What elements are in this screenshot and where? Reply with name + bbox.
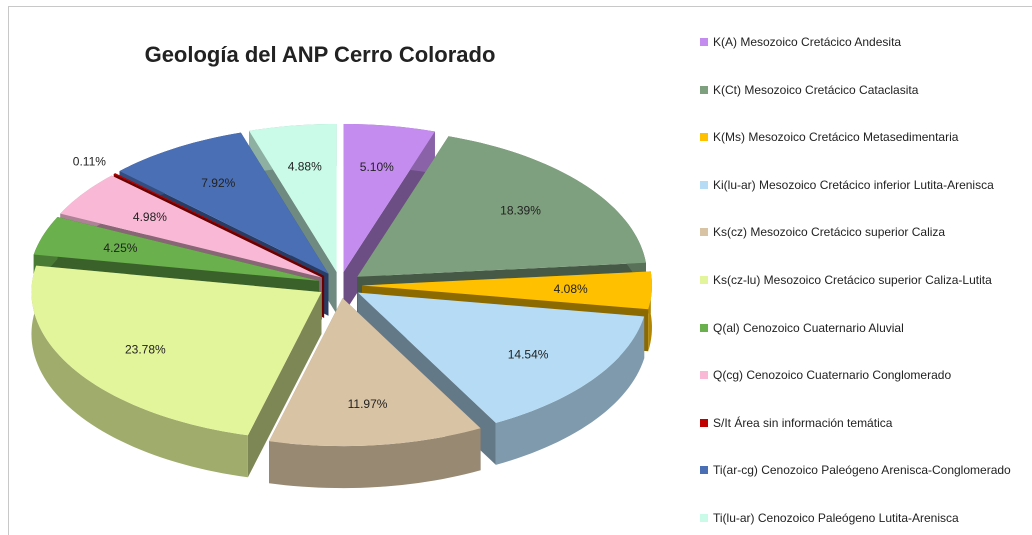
slice (31, 265, 322, 436)
chart-frame (8, 6, 1032, 535)
legend-swatch (700, 85, 708, 94)
legend: K(A) Mesozoico Cretácico Andesita K(Ct) M… (700, 34, 1030, 526)
data-label: 14.54% (508, 347, 549, 361)
data-label: 7.92% (201, 176, 235, 190)
data-label: 4.98% (133, 210, 167, 224)
legend-swatch (700, 323, 708, 332)
legend-label: Ks(cz-lu) Mesozoico Cretácico superior C… (713, 272, 992, 287)
slice-tops (31, 123, 652, 447)
legend-item: Ti(ar-cg) Cenozoico Paleógeno Arenisca-C… (700, 462, 1023, 478)
slice (60, 175, 322, 278)
legend-swatch (700, 513, 708, 522)
legend-swatch (700, 371, 708, 380)
slice (249, 123, 337, 272)
slice (113, 173, 325, 276)
data-label: 23.78% (125, 342, 166, 356)
legend-label: Q(cg) Cenozoico Cuaternario Conglomerado (713, 368, 952, 383)
legend-item: Ks(cz-lu) Mesozoico Cretácico superior C… (700, 272, 1023, 288)
chart-title: Geología del ANP Cerro Colorado (145, 42, 496, 67)
slice (119, 132, 329, 274)
legend-label: S/It Área sin información temática (713, 415, 893, 430)
data-label: 4.88% (288, 160, 322, 174)
slice (33, 216, 320, 281)
legend-label: Ti(lu-ar) Cenozoico Paleógeno Lutita-Are… (713, 510, 959, 525)
slice-wall (31, 265, 248, 478)
legend-swatch (700, 38, 708, 46)
slice-wall (269, 428, 481, 489)
legend-swatch (700, 275, 708, 284)
legend-swatch (700, 466, 708, 475)
legend-item: K(A) Mesozoico Cretácico Andesita (700, 34, 1023, 50)
slice (343, 123, 435, 272)
legend-item: K(Ct) Mesozoico Cretácico Cataclasita (700, 82, 1023, 98)
legend-item: K(Ms) Mesozoico Cretácico Metasedimentar… (700, 129, 1023, 145)
legend-label: Q(al) Cenozoico Cuaternario Aluvial (713, 320, 904, 335)
slice (269, 298, 481, 447)
legend-label: Ti(ar-cg) Cenozoico Paleógeno Arenisca-C… (713, 463, 1011, 478)
data-label: 4.08% (554, 282, 588, 296)
legend-item: Q(al) Cenozoico Cuaternario Aluvial (700, 320, 1023, 336)
legend-label: K(Ms) Mesozoico Cretácico Metasedimentar… (713, 130, 959, 145)
legend-swatch (700, 133, 708, 142)
legend-label: K(Ct) Mesozoico Cretácico Cataclasita (713, 82, 919, 97)
data-label: 4.25% (103, 241, 137, 255)
slice-wall (495, 316, 645, 465)
legend-swatch (700, 180, 708, 189)
legend-item: Q(cg) Cenozoico Cuaternario Conglomerado (700, 367, 1023, 383)
slice (361, 271, 652, 310)
data-label: 5.10% (360, 160, 394, 174)
data-label: 18.39% (500, 203, 541, 217)
legend-item: Ti(lu-ar) Cenozoico Paleógeno Lutita-Are… (700, 510, 1023, 526)
legend-label: Ki(lu-ar) Mesozoico Cretácico inferior L… (713, 177, 994, 192)
slice-side (247, 292, 322, 478)
legend-item: S/It Área sin información temática (700, 415, 1023, 431)
legend-swatch (700, 228, 708, 237)
legend-swatch (700, 418, 708, 427)
slice (357, 136, 646, 277)
legend-item: Ks(cz) Mesozoico Cretácico superior Cali… (700, 224, 1023, 240)
data-label: 11.97% (348, 397, 388, 411)
legend-label: Ks(cz) Mesozoico Cretácico superior Cali… (713, 225, 946, 240)
legend-label: K(A) Mesozoico Cretácico Andesita (713, 35, 902, 49)
slice (357, 292, 645, 423)
data-label: 0.11% (73, 154, 106, 168)
legend-item: Ki(lu-ar) Mesozoico Cretácico inferior L… (700, 177, 1023, 193)
pie-area: Geología del ANP Cerro Colorado 5.10% 18.… (31, 42, 652, 489)
